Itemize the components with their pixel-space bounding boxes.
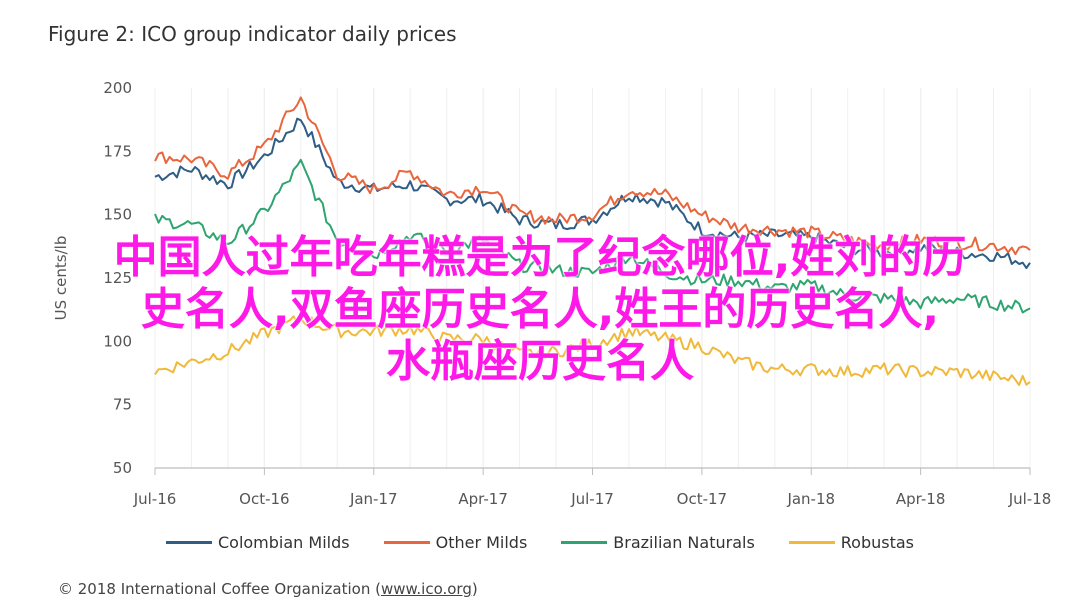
x-tick-label: Apr-18 [896,490,946,508]
x-tick-labels: Jul-16 Oct-16 Jan-17 Apr-17 Jul-17 Oct-17 Jan-… [133,490,1052,508]
legend-label-brazilian-naturals: Brazilian Naturals [613,533,755,552]
overlay-line-3: 水瓶座历史名人 [386,336,694,387]
x-tick-label: Oct-17 [677,490,727,508]
copyright-note: © 2018 International Coffee Organization… [58,580,478,598]
legend-label-other-milds: Other Milds [435,533,528,552]
y-tick-label: 150 [103,206,132,224]
y-tick-labels: 50 75 100 125 150 175 200 [103,79,132,477]
x-axis [154,467,1031,475]
y-tick-label: 200 [103,79,132,97]
copyright-prefix: © 2018 International Coffee Organization… [58,580,381,598]
x-tick-label: Jul-18 [1008,490,1052,508]
series-line-brazilian-naturals [154,158,1031,314]
y-tick-label: 175 [103,142,132,160]
x-tick-label: Jul-16 [133,490,177,508]
legend-swatch-brazilian-naturals [561,541,608,544]
series-lines [154,96,1031,386]
y-tick-label: 125 [103,269,132,287]
x-tick-label: Jan-18 [786,490,835,508]
y-tick-label: 100 [103,332,132,350]
legend-swatch-other-milds [383,541,430,544]
x-tick-label: Jul-17 [570,490,614,508]
grid-lines [154,88,1031,468]
legend-item-robustas: Robustas [788,533,915,552]
copyright-suffix: ) [471,580,478,598]
overlay-line-1: 中国人过年吃年糕是为了纪念哪位,姓刘的历 [113,232,967,283]
legend-swatch-robustas [788,541,835,544]
x-tick-label: Apr-17 [458,490,508,508]
series-line-other-milds [154,96,1031,256]
legend-swatch-colombian-milds [165,541,212,544]
legend-item-brazilian-naturals: Brazilian Naturals [561,533,755,552]
legend-label-colombian-milds: Colombian Milds [217,533,350,552]
legend-label-robustas: Robustas [840,533,915,552]
overlay-caption: 中国人过年吃年糕是为了纪念哪位,姓刘的历 史名人,双鱼座历史名人,姓王的历史名人… [0,232,1080,388]
line-chart: 50 75 100 125 150 175 200 Jul-16 Oct-16 Jan-17 Ap… [52,79,1052,508]
y-tick-label: 75 [113,396,132,414]
series-line-robustas [154,315,1031,386]
legend: Colombian Milds Other Milds Brazilian Na… [0,533,1080,552]
y-tick-label: 50 [113,459,132,477]
ico-website-link[interactable]: www.ico.org [380,580,472,598]
legend-item-colombian-milds: Colombian Milds [165,533,350,552]
chart-title: Figure 2: ICO group indicator daily pric… [48,22,457,46]
legend-item-other-milds: Other Milds [383,533,528,552]
x-tick-label: Oct-16 [239,490,289,508]
y-axis-label: US cents/lb [52,236,70,321]
x-tick-label: Jan-17 [349,490,398,508]
overlay-line-2: 史名人,双鱼座历史名人,姓王的历史名人, [140,284,940,335]
